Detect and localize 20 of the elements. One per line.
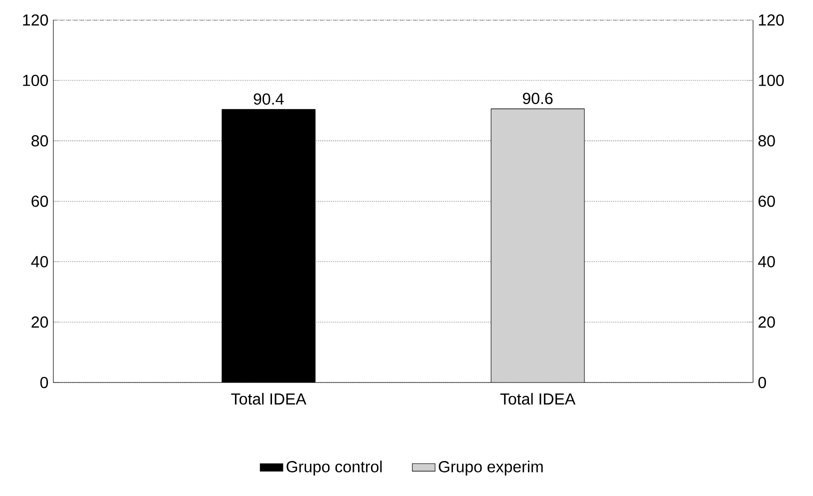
y2-tick-label: 0 — [758, 376, 766, 388]
y-tick-label: 0 — [40, 376, 48, 388]
y2-tick-label: 20 — [758, 316, 775, 328]
x-tick-label: Total IDEA — [500, 393, 576, 405]
legend-label: Grupo experim — [438, 460, 543, 476]
y-tick-label: 60 — [32, 196, 48, 207]
y-tick-label: 40 — [31, 256, 48, 268]
y2-tick-label: 120 — [758, 14, 784, 26]
y2-tick-label: 40 — [758, 256, 775, 268]
y2-tick-label: 80 — [758, 135, 775, 147]
y-tick-label: 80 — [32, 135, 48, 147]
x-tick-label: Total IDEA — [231, 393, 306, 405]
y-tick-label: 120 — [23, 14, 48, 26]
data-label: 90.6 — [522, 92, 553, 104]
y2-tick-label: 60 — [758, 196, 775, 207]
data-label: 90.4 — [254, 93, 284, 105]
y-tick-label: 20 — [32, 316, 48, 328]
y-tick-label: 100 — [23, 74, 48, 86]
legend-label: Grupo control — [286, 460, 382, 476]
y2-tick-label: 100 — [758, 74, 784, 86]
